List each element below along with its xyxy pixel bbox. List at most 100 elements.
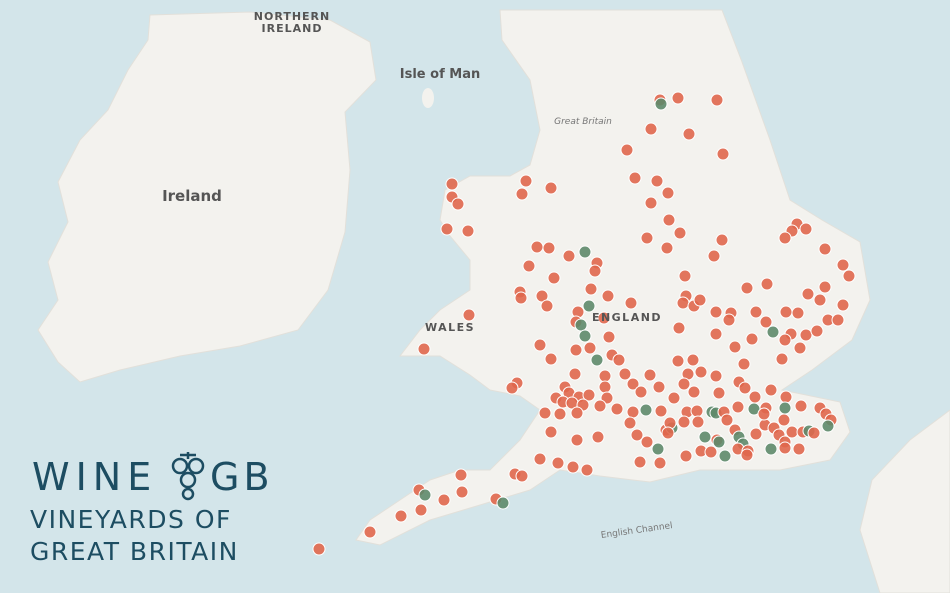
vineyard-marker[interactable] — [778, 333, 792, 347]
vineyard-marker[interactable] — [818, 242, 832, 256]
vineyard-marker[interactable] — [553, 407, 567, 421]
vineyard-marker[interactable] — [691, 415, 705, 429]
vineyard-marker[interactable] — [687, 385, 701, 399]
vineyard-marker[interactable] — [799, 222, 813, 236]
vineyard-marker[interactable] — [757, 407, 771, 421]
vineyard-marker[interactable] — [807, 426, 821, 440]
vineyard-marker[interactable] — [760, 277, 774, 291]
vineyard-marker[interactable] — [461, 224, 475, 238]
vineyard-marker[interactable] — [628, 171, 642, 185]
vineyard-marker[interactable] — [709, 305, 723, 319]
vineyard-marker[interactable] — [580, 463, 594, 477]
vineyard-marker[interactable] — [455, 485, 469, 499]
vineyard-marker[interactable] — [709, 327, 723, 341]
vineyard-marker[interactable] — [779, 390, 793, 404]
vineyard-marker[interactable] — [793, 341, 807, 355]
vineyard-marker[interactable] — [644, 196, 658, 210]
vineyard-marker[interactable] — [731, 400, 745, 414]
vineyard-marker[interactable] — [764, 383, 778, 397]
vineyard-marker[interactable] — [698, 430, 712, 444]
vineyard-marker[interactable] — [651, 442, 665, 456]
vineyard-marker[interactable] — [626, 377, 640, 391]
vineyard-marker[interactable] — [716, 147, 730, 161]
vineyard-marker[interactable] — [544, 352, 558, 366]
vineyard-marker[interactable] — [791, 306, 805, 320]
vineyard-marker[interactable] — [414, 503, 428, 517]
vineyard-marker[interactable] — [588, 264, 602, 278]
vineyard-marker[interactable] — [842, 269, 856, 283]
vineyard-marker[interactable] — [810, 324, 824, 338]
vineyard-marker[interactable] — [574, 318, 588, 332]
vineyard-marker[interactable] — [602, 330, 616, 344]
vineyard-marker[interactable] — [682, 127, 696, 141]
vineyard-marker[interactable] — [720, 413, 734, 427]
vineyard-marker[interactable] — [610, 402, 624, 416]
vineyard-marker[interactable] — [584, 282, 598, 296]
vineyard-marker[interactable] — [633, 455, 647, 469]
vineyard-marker[interactable] — [661, 186, 675, 200]
vineyard-marker[interactable] — [445, 177, 459, 191]
vineyard-marker[interactable] — [818, 280, 832, 294]
vineyard-marker[interactable] — [644, 122, 658, 136]
vineyard-marker[interactable] — [748, 390, 762, 404]
vineyard-marker[interactable] — [590, 353, 604, 367]
vineyard-marker[interactable] — [718, 449, 732, 463]
vineyard-marker[interactable] — [671, 354, 685, 368]
vineyard-marker[interactable] — [598, 369, 612, 383]
vineyard-marker[interactable] — [551, 456, 565, 470]
vineyard-marker[interactable] — [707, 249, 721, 263]
vineyard-marker[interactable] — [709, 369, 723, 383]
vineyard-marker[interactable] — [654, 404, 668, 418]
vineyard-marker[interactable] — [312, 542, 326, 556]
vineyard-marker[interactable] — [745, 332, 759, 346]
vineyard-marker[interactable] — [662, 213, 676, 227]
vineyard-marker[interactable] — [519, 174, 533, 188]
vineyard-marker[interactable] — [785, 425, 799, 439]
vineyard-marker[interactable] — [568, 367, 582, 381]
vineyard-marker[interactable] — [738, 381, 752, 395]
vineyard-marker[interactable] — [728, 340, 742, 354]
vineyard-marker[interactable] — [710, 93, 724, 107]
vineyard-marker[interactable] — [533, 452, 547, 466]
vineyard-marker[interactable] — [821, 419, 835, 433]
vineyard-marker[interactable] — [749, 305, 763, 319]
vineyard-marker[interactable] — [777, 413, 791, 427]
vineyard-marker[interactable] — [562, 249, 576, 263]
vineyard-marker[interactable] — [813, 293, 827, 307]
vineyard-marker[interactable] — [653, 456, 667, 470]
vineyard-marker[interactable] — [505, 381, 519, 395]
vineyard-marker[interactable] — [712, 386, 726, 400]
vineyard-marker[interactable] — [582, 299, 596, 313]
vineyard-marker[interactable] — [540, 299, 554, 313]
vineyard-marker[interactable] — [547, 271, 561, 285]
vineyard-marker[interactable] — [566, 460, 580, 474]
vineyard-marker[interactable] — [418, 488, 432, 502]
vineyard-marker[interactable] — [650, 174, 664, 188]
vineyard-marker[interactable] — [618, 367, 632, 381]
vineyard-marker[interactable] — [661, 426, 675, 440]
vineyard-marker[interactable] — [626, 405, 640, 419]
vineyard-marker[interactable] — [624, 296, 638, 310]
vineyard-marker[interactable] — [836, 258, 850, 272]
vineyard-marker[interactable] — [654, 97, 668, 111]
vineyard-marker[interactable] — [417, 342, 431, 356]
vineyard-marker[interactable] — [598, 380, 612, 394]
vineyard-marker[interactable] — [766, 325, 780, 339]
vineyard-marker[interactable] — [454, 468, 468, 482]
vineyard-marker[interactable] — [712, 435, 726, 449]
vineyard-marker[interactable] — [634, 385, 648, 399]
vineyard-marker[interactable] — [679, 449, 693, 463]
vineyard-marker[interactable] — [678, 269, 692, 283]
vineyard-marker[interactable] — [660, 241, 674, 255]
vineyard-marker[interactable] — [544, 181, 558, 195]
vineyard-marker[interactable] — [704, 445, 718, 459]
vineyard-marker[interactable] — [672, 321, 686, 335]
vineyard-marker[interactable] — [514, 291, 528, 305]
vineyard-marker[interactable] — [515, 469, 529, 483]
vineyard-marker[interactable] — [799, 328, 813, 342]
vineyard-marker[interactable] — [652, 380, 666, 394]
vineyard-marker[interactable] — [740, 281, 754, 295]
vineyard-marker[interactable] — [578, 245, 592, 259]
vineyard-marker[interactable] — [578, 329, 592, 343]
vineyard-marker[interactable] — [515, 187, 529, 201]
